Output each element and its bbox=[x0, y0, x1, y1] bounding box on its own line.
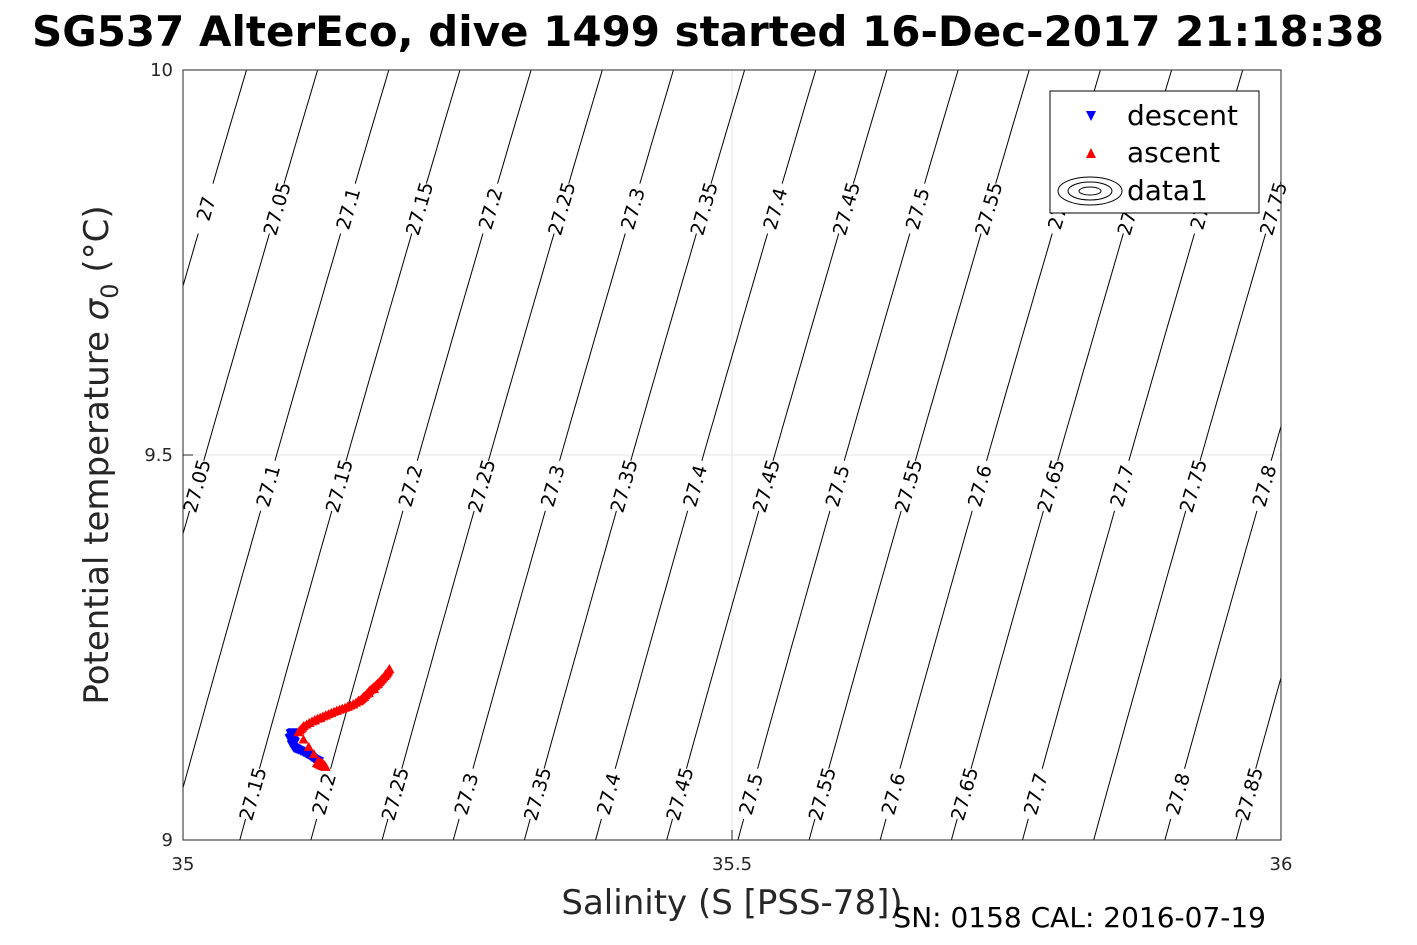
contour-label-bg bbox=[961, 457, 998, 514]
contour-label-bg bbox=[890, 457, 926, 514]
legend-descent-marker bbox=[1086, 111, 1096, 121]
contour-labels: 27 27.05 27.1 27.15 27.2 27.25 27.3 27.35 27.4 27… bbox=[178, 180, 1292, 823]
y-axis-label-sigma: σ bbox=[77, 297, 117, 320]
contour-label-bg bbox=[305, 765, 342, 822]
contour-label-bg bbox=[875, 765, 911, 822]
contour-label-bg bbox=[614, 180, 651, 237]
x-tick-label: 35 bbox=[172, 854, 195, 875]
contour-label-bg bbox=[804, 765, 840, 822]
contour-label-bg bbox=[1017, 765, 1054, 822]
ascent-marker bbox=[358, 691, 369, 701]
legend-descent-label: descent bbox=[1127, 99, 1238, 132]
chart-title: SG537 AlterEco, dive 1499 started 16-Dec… bbox=[32, 7, 1384, 56]
ascent-marker bbox=[303, 741, 314, 751]
y-axis-label-unit: (°C) bbox=[77, 205, 117, 283]
x-tick-label: 36 bbox=[1270, 854, 1293, 875]
grid-layer bbox=[183, 70, 1281, 840]
contour-label-bg bbox=[234, 765, 271, 822]
ascent-marker bbox=[331, 705, 342, 715]
contour-label: 27 bbox=[187, 180, 224, 237]
contour-label: 27.15 bbox=[321, 457, 358, 515]
contour-label-bg bbox=[1255, 180, 1291, 237]
ascent-marker bbox=[380, 669, 391, 679]
ascent-marker bbox=[337, 703, 348, 713]
contour-label-bg bbox=[590, 765, 627, 822]
contour-label-bg bbox=[970, 180, 1007, 237]
contour-label-bg bbox=[685, 180, 722, 237]
contour-label-bg bbox=[828, 180, 864, 237]
contour-label: 27.6 bbox=[875, 765, 911, 822]
contour-label-bg bbox=[321, 457, 357, 514]
contour-label-bg bbox=[1103, 457, 1140, 514]
ascent-marker bbox=[376, 674, 387, 684]
x-tick-label: 35.5 bbox=[712, 854, 752, 875]
contour-label-bg bbox=[330, 180, 366, 237]
ascent-marker bbox=[320, 710, 331, 720]
contour-label-bg bbox=[1159, 765, 1196, 822]
contour-label-bg bbox=[946, 765, 982, 822]
ascent-marker bbox=[353, 695, 364, 705]
footer-calibration: SN: 0158 CAL: 2016-07-19 bbox=[893, 901, 1266, 934]
contour-label-bg bbox=[819, 457, 855, 514]
ascent-marker bbox=[298, 734, 309, 744]
ascent-marker bbox=[363, 687, 374, 697]
legend-box bbox=[1049, 90, 1260, 214]
contour-label: 27.8 bbox=[1246, 457, 1282, 514]
contour-label-bg bbox=[448, 765, 484, 822]
ascent-marker bbox=[315, 712, 326, 722]
ascent-marker bbox=[308, 749, 319, 759]
contour-label-bg bbox=[661, 765, 698, 822]
contour-label-bg bbox=[377, 765, 413, 822]
legend-ascent-marker bbox=[1086, 148, 1096, 158]
y-tick-label: 9 bbox=[162, 830, 173, 851]
legend-data1-label: data1 bbox=[1127, 174, 1208, 207]
contour-label-bg bbox=[472, 180, 508, 237]
contour-label-bg bbox=[250, 457, 286, 514]
y-axis-label-text: Potential temperature bbox=[77, 320, 117, 704]
contour-label-bg bbox=[392, 457, 428, 514]
legend-ascent-label: ascent bbox=[1127, 136, 1220, 169]
contour-label-bg bbox=[543, 180, 580, 237]
contour-label-bg bbox=[258, 180, 295, 237]
contour-label-bg bbox=[519, 765, 555, 822]
contour-label-bg bbox=[463, 457, 500, 514]
contour-label-bg bbox=[676, 457, 713, 514]
y-axis-label-subscript: 0 bbox=[96, 283, 124, 298]
contour-label-bg bbox=[178, 457, 215, 514]
legend-contour-icon bbox=[1057, 176, 1123, 206]
contour-label-bg bbox=[748, 457, 784, 514]
contour-label-bg bbox=[1032, 457, 1069, 514]
axis-ticks: 35 35.5 36 9 9.5 10 bbox=[144, 60, 1292, 875]
contour-label-bg bbox=[1246, 457, 1282, 514]
contour-label-bg bbox=[757, 180, 793, 237]
x-axis-label: Salinity (S [PSS-78]) bbox=[561, 883, 902, 923]
legend: descent ascent data1 bbox=[1049, 90, 1260, 214]
contour-label-bg bbox=[605, 457, 642, 514]
y-tick-label: 9.5 bbox=[144, 445, 173, 466]
contour-label-bg bbox=[1175, 457, 1211, 514]
contour-label-bg bbox=[401, 180, 437, 237]
density-contour-line bbox=[1235, 675, 1281, 840]
data-markers bbox=[284, 664, 395, 771]
ascent-marker bbox=[372, 679, 383, 689]
ascent-marker bbox=[342, 701, 353, 711]
y-tick-label: 10 bbox=[150, 60, 173, 81]
contour-label-bg bbox=[187, 180, 224, 237]
contour-label-bg bbox=[1231, 765, 1267, 822]
density-contour-line bbox=[1164, 424, 1281, 840]
ascent-marker bbox=[315, 757, 326, 767]
y-axis-label: Potential temperature σ0 (°C) bbox=[77, 205, 124, 704]
contour-label-bg bbox=[732, 765, 769, 822]
contour-label-bg bbox=[899, 180, 935, 237]
contour-label-bg bbox=[534, 457, 571, 514]
ascent-marker bbox=[309, 715, 320, 725]
